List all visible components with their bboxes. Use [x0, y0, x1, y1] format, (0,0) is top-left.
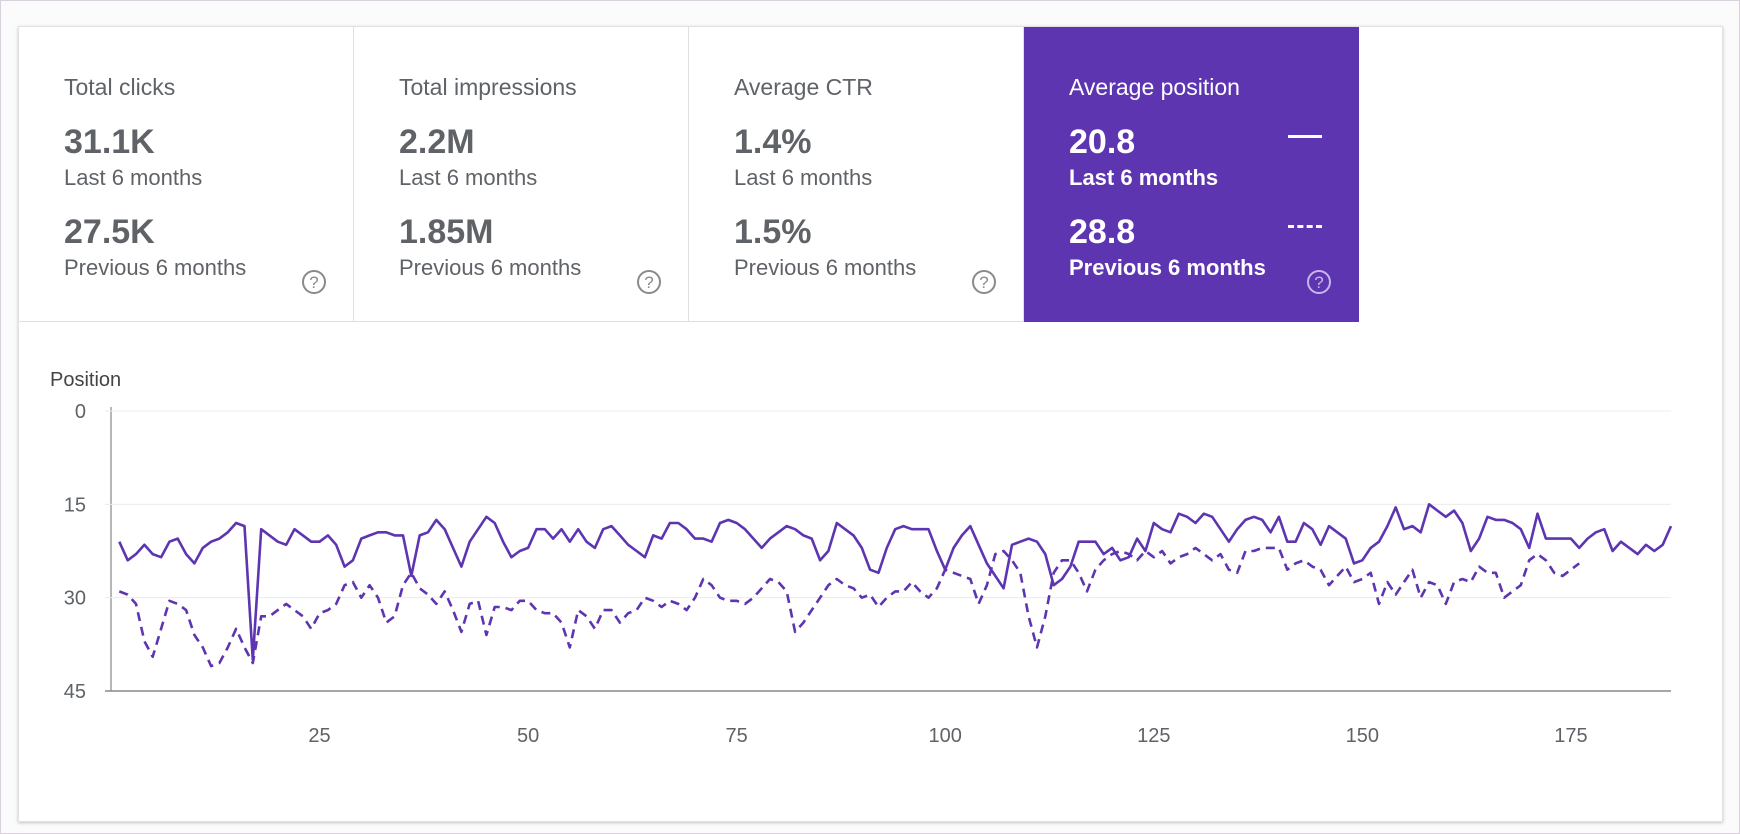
help-icon[interactable]: ? — [637, 270, 661, 294]
x-tick-label: 150 — [1346, 725, 1379, 747]
chart-tick-labels: 0 15 30 45 25 50 75 100 125 150 175 — [64, 401, 1588, 747]
legend-dashed-line-icon — [1288, 225, 1322, 228]
y-tick-label: 15 — [64, 494, 86, 516]
metric-tile-average-ctr[interactable]: Average CTR 1.4% Last 6 months 1.5% Prev… — [689, 27, 1024, 322]
metric-current-period: Last 6 months — [64, 165, 203, 190]
metric-current-period: Last 6 months — [734, 165, 873, 190]
help-icon[interactable]: ? — [302, 270, 326, 294]
metric-tile-total-impressions[interactable]: Total impressions 2.2M Last 6 months 1.8… — [354, 27, 689, 322]
x-tick-label: 25 — [308, 725, 330, 747]
metric-tiles: Total clicks 31.1K Last 6 months 27.5K P… — [19, 27, 1722, 322]
series-line-previous — [118, 546, 1580, 668]
metric-label: Average position — [1069, 74, 1240, 100]
chart-gridlines — [105, 407, 1671, 692]
metric-current-value: 1.4% — [734, 123, 812, 161]
metric-label: Average CTR — [734, 74, 873, 100]
metric-previous-value: 28.8 — [1069, 213, 1136, 251]
metric-previous-period: Previous 6 months — [64, 255, 247, 280]
y-tick-label: 30 — [64, 588, 86, 610]
metric-current-period: Last 6 months — [399, 165, 538, 190]
legend-solid-line-icon — [1288, 135, 1322, 138]
metric-previous-value: 27.5K — [64, 213, 155, 251]
metric-label: Total impressions — [399, 74, 577, 100]
x-tick-label: 50 — [517, 725, 539, 747]
position-line-chart: 0 15 30 45 25 50 75 100 125 150 175 — [64, 401, 1673, 747]
chart-y-axis-title: Position — [50, 369, 122, 391]
metric-previous-period: Previous 6 months — [1069, 255, 1266, 280]
metric-tile-average-position[interactable]: Average position 20.8 Last 6 months 28.8… — [1024, 27, 1359, 322]
metric-current-period: Last 6 months — [1069, 165, 1219, 190]
metric-previous-period: Previous 6 months — [399, 255, 582, 280]
metric-label: Total clicks — [64, 74, 176, 100]
metric-previous-value: 1.85M — [399, 213, 494, 251]
chart-series-lines — [118, 502, 1673, 668]
x-tick-label: 100 — [929, 725, 962, 747]
performance-card: Total clicks 31.1K Last 6 months 27.5K P… — [18, 26, 1723, 822]
y-tick-label: 45 — [64, 681, 86, 703]
metric-current-value: 20.8 — [1069, 123, 1136, 161]
series-line-current — [118, 502, 1673, 662]
x-tick-label: 175 — [1554, 725, 1587, 747]
help-icon[interactable]: ? — [972, 270, 996, 294]
x-tick-label: 125 — [1137, 725, 1170, 747]
metric-tile-total-clicks[interactable]: Total clicks 31.1K Last 6 months 27.5K P… — [19, 27, 354, 322]
metric-previous-period: Previous 6 months — [734, 255, 917, 280]
metric-current-value: 2.2M — [399, 123, 475, 161]
help-icon[interactable]: ? — [1307, 270, 1331, 294]
metric-current-value: 31.1K — [64, 123, 155, 161]
y-tick-label: 0 — [75, 401, 86, 423]
x-tick-label: 75 — [726, 725, 748, 747]
metric-previous-value: 1.5% — [734, 213, 812, 251]
